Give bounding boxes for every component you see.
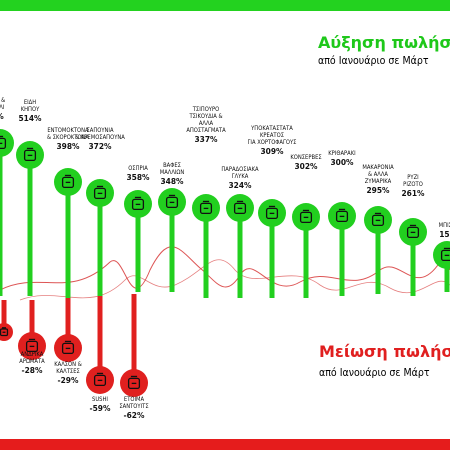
value-label: 514% [18,113,42,123]
increase-lollipop: ΜΠΙΣΚ150 [433,223,450,292]
decrease-title: Μείωση πωλήσε [319,342,450,361]
decrease-lollipop: ΑΝΔΡΙΚΑ ΑΡΩΜΑΤΑ-28% [18,300,46,375]
category-label: ΚΟΝΣΕΡΒΕΣ [290,155,321,161]
category-label: ΟΣΠΡΙΑ [128,166,148,172]
broccoli-icon [265,205,279,220]
category-label: ΠΑΡΑΔΟΣΙΑΚΑ ΓΛΥΚΑ [221,167,259,180]
bottom-red-band [0,439,450,450]
value-label: 261% [401,188,425,198]
bottle-glass-icon [199,200,213,215]
value-label: 150 [439,229,450,239]
category-label: ΚΡΙΘΑΡΑΚΙ [328,151,356,157]
value-label: 300% [330,157,354,167]
value-label: 348% [160,176,184,186]
scribble-line [19,259,450,301]
category-label: ΚΑΛΣΟΝ & ΚΑΛΤΣΕΣ [54,362,82,375]
value-label: 324% [228,180,252,190]
decrease-series: ΑΝΔΡΙΚΑ ΑΡΩΜΑΤΑ-28% ΚΑΛΣΟΝ & ΚΑΛΤΣΕΣ-29%SUS… [0,294,149,420]
decrease-lollipop: ΚΑΛΣΟΝ & ΚΑΛΤΣΕΣ-29% [54,298,82,385]
top-green-band [0,0,450,11]
category-label: ΜΑΚΑΡΟΝΙΑ & ΑΛΛΑ ΖΥΜΑΡΙΚΑ [362,165,394,185]
increase-title: Αύξηση πωλήσε [318,33,450,52]
category-label: ΤΣΙΠΟΥΡΟ ΤΣΙΚΟΥΔΙΑ & ΑΛΛΑ ΑΠΟΣΤΑΓΜΑΤΑ [186,107,226,134]
value-label: 358% [126,172,150,182]
category-label: ΕΙΔΗ ΚΗΠΟΥ [21,100,40,113]
sandwich-icon [127,375,141,390]
lollipop-head [0,129,14,157]
rice-bowl-icon [406,224,420,239]
value-label: % [0,111,4,121]
socks-icon [61,340,75,355]
value-label: -59% [90,403,111,413]
value-label: -29% [58,375,79,385]
decrease-lollipop [0,300,13,341]
biscuit-icon [440,247,450,262]
hair-dye-icon [165,194,179,209]
category-label: ΡΙ &ΑΛΙ [0,98,5,111]
category-label: ΜΠΙΣΚ [439,223,450,229]
soap-dispenser-icon [93,185,107,200]
increase-lollipop: ΡΙ &ΑΛΙ% [0,98,14,296]
decrease-subtitle: από Ιανουάριο σε Μάρτ [319,367,430,379]
category-label: ΣΑΠΟΥΝΙΑ & ΚΡΕΜΟΣΑΠΟΥΝΑ [75,128,125,141]
value-label: -28% [22,365,43,375]
value-label: 372% [88,141,112,151]
perfume-icon [25,338,39,353]
lipstick-icon [0,327,9,337]
value-label: -62% [124,410,145,420]
decrease-lollipop: SUSHI-59% [86,296,114,413]
value-label: 398% [56,141,80,151]
category-label: SUSHI [92,397,108,403]
legumes-icon [131,196,145,211]
increase-subtitle: από Ιανουάριο σε Μάρτ [318,55,429,67]
sweets-jar-icon [233,200,247,215]
orzo-icon [335,208,349,223]
value-label: 337% [194,134,218,144]
value-label: 309% [260,146,284,156]
lollipop-head [0,323,13,341]
value-label: 302% [294,161,318,171]
plant-pot-icon [23,147,37,162]
category-label: ΑΝΔΡΙΚΑ ΑΡΩΜΑΤΑ [19,352,45,365]
spray-bottle-icon [61,174,75,189]
decrease-lollipop: ΕΤΟΙΜΑ ΣΑΝΤΟΥΙΤΣ-62% [119,294,149,420]
glove-icon [0,135,7,150]
value-label: 295% [366,185,390,195]
category-label: ΒΑΦΕΣ ΜΑΛΛΙΩΝ [160,163,185,176]
category-label: ΕΤΟΙΜΑ ΣΑΝΤΟΥΙΤΣ [119,397,148,410]
pasta-icon [371,212,385,227]
category-label: ΡΥΖΙ ΡΙΖΟΤΟ [403,175,423,188]
cans-icon [299,209,313,224]
sushi-icon [93,372,107,387]
category-label: ΕΝΤΟΜΟΚΤΟΝΑ & ΣΚΟΡΟΚΤΟΝΑ [47,128,89,141]
category-label: ΥΠΟΚΑΤΑΣΤΑΤΑ ΚΡΕΑΤΟΣ ΓΙΑ ΧΟΡΤΟΦΑΓΟΥΣ [248,126,297,146]
